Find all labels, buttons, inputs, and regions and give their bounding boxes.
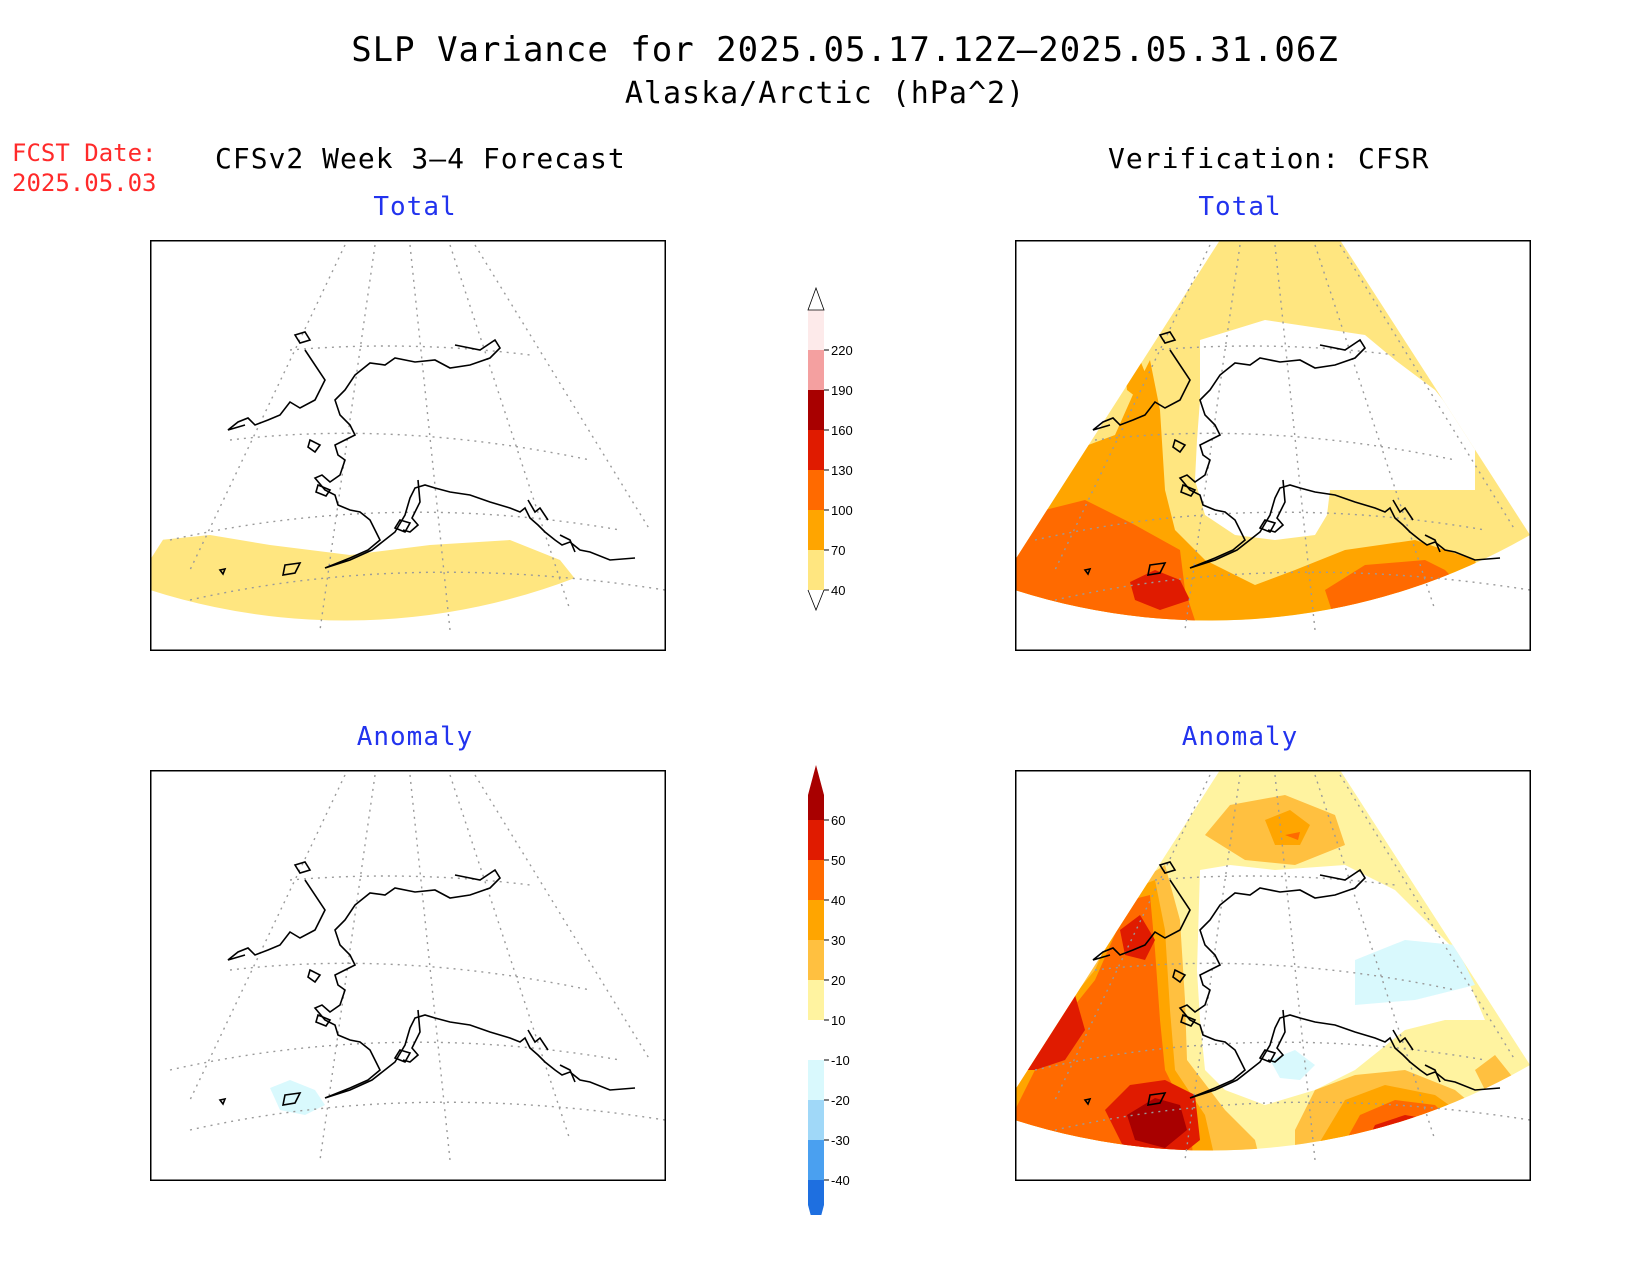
colorbar-total-label: 160 (831, 423, 853, 438)
colorbar-total-swatch (808, 550, 824, 590)
map-verification-anomaly (1015, 770, 1531, 1181)
fcst-date-value: 2025.05.03 (12, 169, 157, 197)
colorbar-total-top-arrow (807, 286, 825, 311)
map-frame (1015, 240, 1531, 651)
colorbar-total-swatch (808, 510, 824, 550)
colorbar-total-swatch (808, 310, 824, 350)
chart-title: SLP Variance for 2025.05.17.12Z–2025.05.… (351, 30, 1339, 70)
colorbar-anomaly-label: 50 (831, 853, 845, 868)
colorbar-total-swatch (808, 390, 824, 430)
colorbar-anomaly-swatch (808, 940, 824, 980)
fcst-date-label: FCST Date: (12, 139, 157, 167)
colorbar-anomaly-swatch (808, 820, 824, 860)
colorbar-anomaly-swatch (808, 980, 824, 1020)
chart-subtitle: Alaska/Arctic (hPa^2) (624, 76, 1026, 111)
panel-title-verification-total: Total (1198, 192, 1282, 222)
colorbar-total: 220 190 160 130 100 70 40 (807, 286, 853, 612)
map-frame (150, 770, 666, 1181)
colorbar-total-label: 100 (831, 503, 853, 518)
map-frame (150, 240, 666, 651)
map-frame (1015, 770, 1531, 1181)
map-forecast-anomaly (150, 770, 666, 1181)
colorbar-total-label: 190 (831, 383, 853, 398)
colorbar-anomaly: 60 50 40 30 20 10 -10 -20 -30 -40 (808, 765, 850, 1215)
map-forecast-total (150, 240, 666, 651)
colorbar-anomaly-label: 40 (831, 893, 845, 908)
map-background (150, 770, 666, 1181)
colorbar-anomaly-label: 30 (831, 933, 845, 948)
colorbar-total-label: 220 (831, 343, 853, 358)
colorbar-anomaly-swatch (808, 1020, 824, 1060)
colorbar-anomaly-swatch (808, 765, 824, 820)
colorbar-anomaly-label: -40 (831, 1173, 850, 1188)
panel-title-verification-anomaly: Anomaly (1181, 722, 1299, 752)
colorbar-anomaly-swatch (808, 1180, 824, 1215)
colorbar-anomaly-swatch (808, 900, 824, 940)
colorbar-anomaly-swatch (808, 860, 824, 900)
colorbar-total-bottom-arrow (807, 589, 825, 612)
colorbar-anomaly-swatch (808, 1140, 824, 1180)
colorbar-anomaly-label: -30 (831, 1133, 850, 1148)
colorbar-anomaly-label: 60 (831, 813, 845, 828)
panel-title-forecast-anomaly: Anomaly (356, 722, 474, 752)
variance-shading (150, 535, 580, 621)
verification-column-heading: Verification: CFSR (1108, 142, 1430, 175)
colorbar-total-label: 130 (831, 463, 853, 478)
colorbar-total-label: 70 (831, 543, 845, 558)
colorbar-anomaly-label: -20 (831, 1093, 850, 1108)
colorbar-anomaly-label: -10 (831, 1053, 850, 1068)
map-verification-total (1015, 240, 1531, 651)
colorbar-anomaly-swatch (808, 1060, 824, 1100)
colorbar-total-label: 40 (831, 583, 845, 598)
colorbar-anomaly-label: 20 (831, 973, 845, 988)
colorbar-total-swatch (808, 350, 824, 390)
forecast-column-heading: CFSv2 Week 3–4 Forecast (215, 142, 626, 175)
fcst-label: FCST Date: 2025.05.03 (12, 138, 157, 198)
colorbar-anomaly-swatch (808, 1100, 824, 1140)
colorbar-total-swatch (808, 470, 824, 510)
colorbar-total-swatch (808, 430, 824, 470)
panel-title-forecast-total: Total (373, 192, 457, 222)
colorbar-anomaly-label: 10 (831, 1013, 845, 1028)
